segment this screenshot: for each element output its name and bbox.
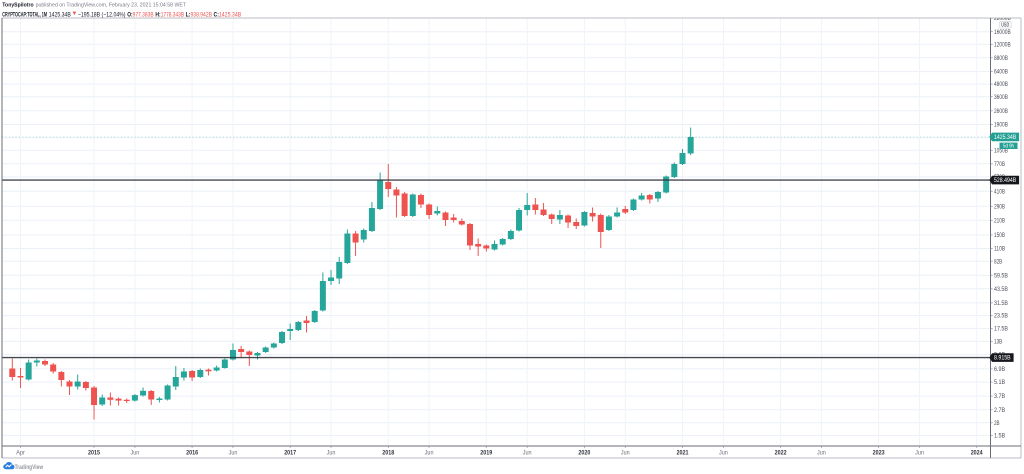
svg-text:Jun: Jun <box>817 451 826 457</box>
svg-text:Jun: Jun <box>719 451 728 457</box>
svg-text:2018: 2018 <box>382 451 395 457</box>
svg-text:2024: 2024 <box>971 451 984 457</box>
svg-text:Jun: Jun <box>915 451 924 457</box>
svg-text:17.5B: 17.5B <box>994 327 1008 333</box>
svg-text:1778.343B: 1778.343B <box>161 11 184 18</box>
svg-text:2020: 2020 <box>578 451 591 457</box>
svg-text:Jun: Jun <box>523 451 532 457</box>
svg-text:6400B: 6400B <box>994 70 1008 76</box>
svg-text:150B: 150B <box>994 233 1005 239</box>
svg-text:290B: 290B <box>994 204 1005 210</box>
svg-text:H:: H: <box>155 11 160 18</box>
svg-text:110B: 110B <box>994 247 1005 253</box>
svg-text:1425.34B: 1425.34B <box>219 11 241 18</box>
svg-text:2B: 2B <box>994 421 1000 427</box>
svg-text:Jun: Jun <box>131 451 140 457</box>
svg-text:410B: 410B <box>994 189 1005 195</box>
svg-text:2023: 2023 <box>873 451 886 457</box>
svg-text:6.9B: 6.9B <box>994 367 1005 373</box>
svg-text:13B: 13B <box>994 340 1002 346</box>
svg-text:4800B: 4800B <box>994 82 1008 88</box>
svg-text:3600B: 3600B <box>994 95 1008 101</box>
svg-text:1050B: 1050B <box>994 148 1008 154</box>
svg-text:2017: 2017 <box>284 451 297 457</box>
svg-text:published on TradingView.com,: published on TradingView.com, February 2… <box>36 3 187 9</box>
svg-text:2.7B: 2.7B <box>994 408 1005 414</box>
svg-text:8.915B: 8.915B <box>994 356 1011 362</box>
svg-text:2015: 2015 <box>88 451 101 457</box>
svg-text:C:: C: <box>214 11 219 18</box>
svg-text:210B: 210B <box>994 218 1005 224</box>
svg-text:2022: 2022 <box>775 451 788 457</box>
svg-text:1.5B: 1.5B <box>994 434 1005 440</box>
svg-text:1425.34B: 1425.34B <box>994 135 1016 141</box>
svg-text:Jun: Jun <box>229 451 238 457</box>
svg-text:31.5B: 31.5B <box>994 301 1008 307</box>
svg-text:5.1B: 5.1B <box>994 380 1005 386</box>
svg-text:TradingView: TradingView <box>15 464 44 471</box>
svg-text:8800B: 8800B <box>994 56 1008 62</box>
svg-text:2021: 2021 <box>677 451 690 457</box>
svg-text:16000B: 16000B <box>994 30 1011 36</box>
svg-text:2019: 2019 <box>480 451 493 457</box>
svg-text:23.5B: 23.5B <box>994 314 1008 320</box>
svg-text:Jun: Jun <box>621 451 630 457</box>
svg-text:2016: 2016 <box>186 451 199 457</box>
svg-text:770B: 770B <box>994 162 1005 168</box>
svg-text:USD: USD <box>1001 23 1009 29</box>
svg-text:43.5B: 43.5B <box>994 287 1008 293</box>
svg-text:−195.18B (−12.04%): −195.18B (−12.04%) <box>78 11 126 18</box>
svg-text:1425.34B: 1425.34B <box>49 11 71 18</box>
svg-text:5d 9h: 5d 9h <box>1003 144 1014 150</box>
svg-text:938.942B: 938.942B <box>191 11 213 18</box>
svg-text:TonySpilotro: TonySpilotro <box>2 3 34 9</box>
svg-text:Jun: Jun <box>425 451 434 457</box>
svg-text:528.494B: 528.494B <box>994 178 1016 184</box>
svg-text:2600B: 2600B <box>994 109 1008 115</box>
svg-text:22000B: 22000B <box>994 16 1011 22</box>
svg-text:Jun: Jun <box>327 451 336 457</box>
svg-text:12000B: 12000B <box>994 42 1011 48</box>
svg-text:3.7B: 3.7B <box>994 394 1005 400</box>
svg-text:Apr: Apr <box>16 451 25 457</box>
svg-text:59.5B: 59.5B <box>994 273 1008 279</box>
svg-text:L:: L: <box>186 11 191 18</box>
svg-text:82B: 82B <box>994 259 1002 265</box>
svg-text:977.383B: 977.383B <box>133 11 154 18</box>
svg-text:O:: O: <box>127 11 132 18</box>
svg-text:CRYPTOCAP:TOTAL, 1M: CRYPTOCAP:TOTAL, 1M <box>2 11 47 18</box>
svg-text:1900B: 1900B <box>994 123 1008 129</box>
